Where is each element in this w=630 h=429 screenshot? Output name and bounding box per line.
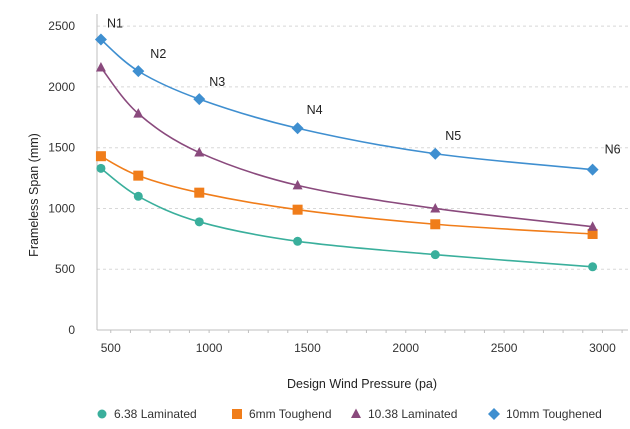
y-tick-label: 2000 [48, 80, 75, 94]
point-label-n3: N3 [209, 75, 225, 89]
grid [97, 26, 628, 269]
data-point [193, 93, 205, 105]
legend-label: 6.38 Laminated [114, 407, 197, 421]
y-tick-labels: 0 500 1000 1500 2000 2500 [48, 19, 75, 337]
legend-item-6-38-laminated: 6.38 Laminated [98, 407, 197, 421]
legend-item-10mm-toughened: 10mm Toughened [488, 407, 602, 421]
series-group [95, 34, 599, 272]
y-tick-label: 2500 [48, 19, 75, 33]
legend-label: 10.38 Laminated [368, 407, 457, 421]
data-point [194, 188, 204, 198]
point-label-n5: N5 [445, 129, 461, 143]
x-tick-label: 1000 [196, 341, 223, 355]
legend-item-6mm-toughend: 6mm Toughend [232, 407, 332, 421]
y-tick-label: 1000 [48, 201, 75, 215]
legend-marker [488, 408, 500, 420]
data-point [587, 164, 599, 176]
x-tick-labels: 500 1000 1500 2000 2500 3000 [101, 341, 616, 355]
legend: 6.38 Laminated 6mm Toughend 10.38 Laminate… [98, 407, 602, 421]
legend-marker [351, 409, 361, 419]
data-point [292, 122, 304, 134]
x-tick-label: 500 [101, 341, 121, 355]
x-axis-title: Design Wind Pressure (pa) [287, 377, 437, 391]
x-tick-label: 3000 [589, 341, 616, 355]
legend-item-10-38-laminated: 10.38 Laminated [351, 407, 457, 421]
axes [97, 14, 628, 333]
data-point [429, 148, 441, 160]
y-tick-label: 1500 [48, 141, 75, 155]
legend-label: 10mm Toughened [506, 407, 602, 421]
data-point [431, 250, 440, 259]
data-point [96, 164, 105, 173]
point-label-n4: N4 [307, 103, 323, 117]
data-point [132, 65, 144, 77]
legend-label: 6mm Toughend [249, 407, 332, 421]
y-axis-title: Frameless Span (mm) [27, 133, 41, 257]
data-point [134, 192, 143, 201]
legend-marker [232, 409, 242, 419]
point-label-n6: N6 [605, 143, 621, 157]
point-label-n2: N2 [150, 47, 166, 61]
point-label-n1: N1 [107, 17, 123, 31]
series-line [101, 40, 593, 170]
data-point [293, 205, 303, 215]
series-line [101, 168, 593, 266]
data-point [133, 171, 143, 181]
y-tick-label: 0 [68, 323, 75, 337]
x-tick-label: 2500 [491, 341, 518, 355]
series-line [101, 67, 593, 226]
series-6-38-laminated [96, 164, 597, 271]
data-point [195, 217, 204, 226]
legend-marker [98, 410, 107, 419]
data-point [96, 151, 106, 161]
data-point [430, 219, 440, 229]
series-10mm-toughened [95, 34, 599, 176]
data-point [293, 237, 302, 246]
data-point [588, 262, 597, 271]
x-tick-label: 1500 [294, 341, 321, 355]
x-tick-label: 2000 [392, 341, 419, 355]
y-tick-label: 500 [55, 262, 75, 276]
